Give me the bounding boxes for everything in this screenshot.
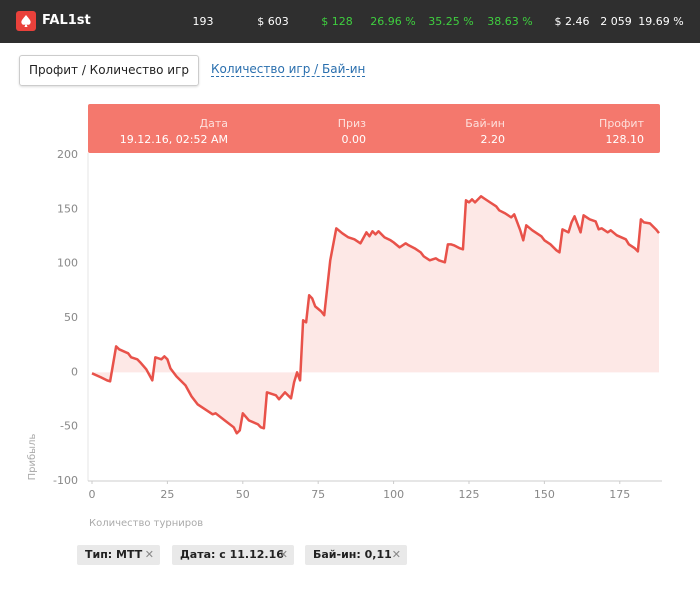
tooltip-value: 0.00 — [341, 133, 367, 146]
line — [91, 195, 660, 435]
filter-chip[interactable]: Бай-ин: 0,11 ✕ — [305, 545, 407, 565]
stat: $ 128 — [321, 15, 353, 28]
stat: 35.25 % — [428, 15, 474, 28]
tooltip: Дата Приз Бай-ин Профит 19.12.16, 02:52 … — [88, 104, 660, 153]
logo-text: FAL1st — [42, 13, 91, 28]
x-tick-label: 50 — [236, 488, 250, 501]
close-icon[interactable]: ✕ — [391, 548, 401, 561]
y-axis-label: Прибыль — [27, 434, 38, 481]
tooltip-label: Приз — [337, 117, 366, 130]
x-tick-label: 100 — [383, 488, 404, 501]
close-icon[interactable]: ✕ — [278, 548, 288, 561]
filter-chip[interactable]: Тип: MTT ✕ — [77, 545, 160, 565]
y-tick-label: 0 — [71, 365, 78, 378]
tooltip-label: Бай-ин — [465, 117, 505, 130]
stat: 19.69 % — [638, 15, 684, 28]
header: FAL1st 193 $ 603 $ 128 26.96 % 35.25 % 3… — [0, 0, 700, 43]
filter-chip[interactable]: Дата: с 11.12.16 ✕ — [172, 545, 294, 565]
stat: $ 603 — [257, 15, 289, 28]
y-tick-label: 200 — [57, 148, 78, 161]
y-tick-label: 150 — [57, 202, 78, 215]
stat: 193 — [192, 15, 214, 28]
x-tick-label: 125 — [458, 488, 479, 501]
x-tick-label: 150 — [534, 488, 555, 501]
logo-icon — [16, 11, 36, 31]
y-tick-label: 50 — [64, 311, 78, 324]
tab-link[interactable]: Количество игр / Бай-ин — [211, 62, 366, 77]
y-tick-label: -100 — [53, 474, 78, 487]
x-tick-label: 0 — [89, 488, 96, 501]
stat: 2 059 — [600, 15, 632, 28]
filter-text: Тип: MTT — [85, 548, 143, 561]
x-tick-label: 75 — [311, 488, 325, 501]
stat: $ 2.46 — [554, 15, 590, 28]
tooltip-value: 19.12.16, 02:52 AM — [119, 133, 228, 146]
tab-active[interactable]: Профит / Количество игр — [19, 55, 199, 86]
x-tick-label: 175 — [609, 488, 630, 501]
tooltip-label: Профит — [599, 117, 644, 130]
filter-text: Бай-ин: 0,11 — [313, 548, 392, 561]
x-tick-label: 25 — [160, 488, 174, 501]
filter-text: Дата: с 11.12.16 — [180, 548, 284, 561]
tooltip-value: 2.20 — [480, 133, 506, 146]
stat: 26.96 % — [370, 15, 416, 28]
close-icon[interactable]: ✕ — [144, 548, 154, 561]
x-axis-label: Количество турниров — [89, 518, 203, 529]
tooltip-value: 128.10 — [605, 133, 645, 146]
y-tick-label: 100 — [57, 257, 78, 270]
tooltip-label: Дата — [199, 117, 228, 130]
area — [92, 196, 659, 434]
y-tick-label: -50 — [60, 420, 78, 433]
stat: 38.63 % — [487, 15, 533, 28]
